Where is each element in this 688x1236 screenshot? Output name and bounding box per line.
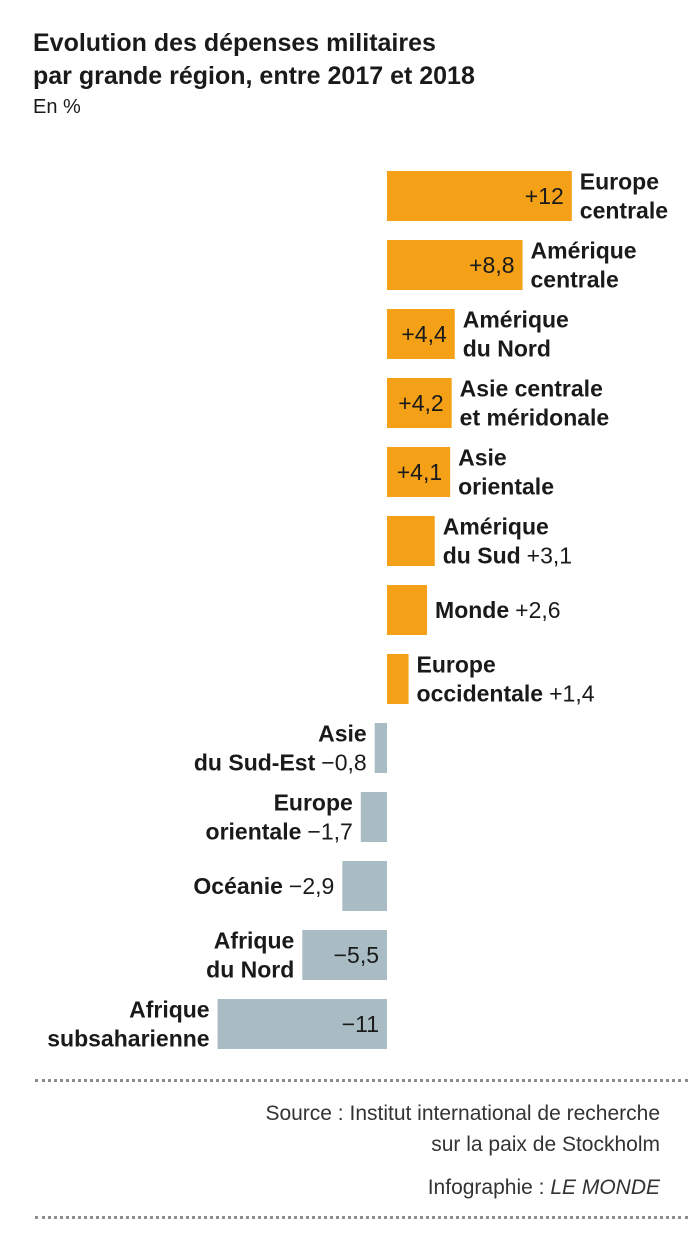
bar-1-label-line-1: Amérique [531,238,637,264]
bar-7-label-line-2: occidentale [417,681,544,707]
bar-0-value-label: +12 [525,183,564,209]
bar-12-label-line-2: subsaharienne [47,1026,209,1052]
bar-8-label-line-2: du Sud-Est [194,750,316,776]
bar-9 [360,792,387,842]
chart-title-line-1: Evolution des dépenses militaires [33,29,436,57]
bar-0 [387,171,572,221]
bottom-dotted-divider [35,1216,688,1219]
bar-0-label-line-1: Europe [580,169,659,195]
bar-2-label-line-2: du Nord [463,336,551,362]
bar-3-label-line-2: et méridonale [460,405,610,431]
bar-9-label-line-1: Europe [274,790,353,816]
credit-prefix: Infographie : [427,1176,551,1199]
bar-0-label-line-2: centrale [580,198,668,224]
bar-12 [217,999,387,1049]
bar-3-value-label: +4,2 [398,390,443,416]
source-line-1: Source : Institut international de reche… [265,1102,660,1125]
bar-4-label-line-2: orientale [458,474,554,500]
bar-10-value-label: −2,9 [289,873,334,899]
bar-3-label-line-1: Asie centrale [460,376,603,402]
bar-9-value-label: −1,7 [307,819,352,845]
bar-5-label-line-1: Amérique [443,514,549,540]
bar-1 [387,240,523,290]
bar-12-label-line-1: Afrique [129,997,210,1023]
top-dotted-divider [35,1079,688,1082]
bar-6-label-line-1: Monde [435,597,509,623]
chart-subtitle: En % [33,96,81,118]
bar-3 [387,378,452,428]
bar-5-value-label: +3,1 [527,543,572,569]
bar-11-label-line-2: du Nord [206,957,294,983]
chart-title-line-2: par grande région, entre 2017 et 2018 [33,62,475,90]
bar-11 [302,930,387,980]
credit-note: Infographie : LE MONDE [428,1176,660,1200]
bar-12-value-label: −11 [342,1011,379,1037]
bar-7-value-label: +1,4 [549,681,595,707]
bar-6-value-label: +2,6 [515,597,560,623]
bar-5-label-line-2: du Sud [443,543,521,569]
source-line-2: sur la paix de Stockholm [431,1133,660,1156]
bar-8-value-label: −0,8 [321,750,366,776]
bar-1-label-line-2: centrale [531,267,619,293]
bar-4-value-label: +4,1 [397,459,442,485]
bar-2-label-line-1: Amérique [463,307,569,333]
bar-8 [374,723,387,773]
bar-11-value-label: −5,5 [334,942,379,968]
bar-10 [342,861,387,911]
bar-7-label-line-1: Europe [417,652,496,678]
bar-2 [387,309,455,359]
bar-1-value-label: +8,8 [469,252,514,278]
bar-4 [387,447,451,497]
bar-5 [387,516,435,566]
bar-9-label-line-2: orientale [206,819,302,845]
bar-2-value-label: +4,4 [401,321,447,347]
chart-title: Evolution des dépenses militaires par gr… [33,27,673,93]
bar-8-label-line-1: Asie [318,721,367,747]
bar-11-label-line-1: Afrique [214,928,295,954]
source-note: Source : Institut international de reche… [265,1098,660,1160]
bar-chart: Europe centrale +12 Amérique centrale +8,8 Amé… [47,169,668,1052]
bar-6 [387,585,428,635]
bar-4-label-line-1: Asie [458,445,507,471]
credit-name: LE MONDE [550,1176,660,1199]
bar-10-label-line-1: Océanie [193,873,283,899]
bar-7 [387,654,409,704]
